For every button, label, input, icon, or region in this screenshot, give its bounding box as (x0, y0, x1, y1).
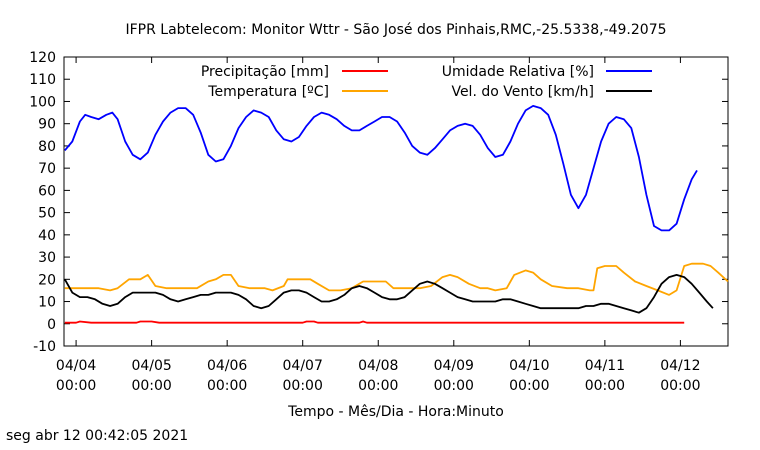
y-tick-label: 40 (38, 228, 56, 244)
x-tick-label: 00:00 (207, 378, 247, 394)
plot-area (63, 56, 729, 347)
y-tick-label: 30 (38, 250, 56, 266)
x-axis-label: Tempo - Mês/Dia - Hora:Minuto (287, 404, 504, 420)
y-tick-label: 50 (38, 206, 56, 222)
x-tick-label: 04/05 (131, 358, 171, 374)
x-tick-label: 00:00 (56, 378, 96, 394)
y-tick-label: 100 (29, 94, 56, 110)
x-tick-label: 00:00 (585, 378, 625, 394)
x-tick-label: 00:00 (358, 378, 398, 394)
y-tick-label: 0 (47, 317, 56, 333)
series-line-vel-do-vento-km-h (64, 274, 714, 314)
y-tick-label: 80 (38, 139, 56, 155)
x-tick-label: 04/12 (660, 358, 700, 374)
series-line-temperatura-c (64, 262, 729, 296)
y-tick-label: 70 (38, 161, 56, 177)
x-tick-label: 04/09 (434, 358, 474, 374)
series-lines (64, 105, 729, 324)
x-tick-label: 04/11 (585, 358, 625, 374)
y-tick-label: 60 (38, 183, 56, 199)
y-tick-label: 110 (29, 72, 56, 88)
legend-label: Precipitação [mm] (201, 64, 329, 80)
x-tick-label: 00:00 (509, 378, 549, 394)
y-tick-label: 20 (38, 272, 56, 288)
x-tick-label: 00:00 (131, 378, 171, 394)
chart-title: IFPR Labtelecom: Monitor Wttr - São José… (125, 22, 666, 38)
x-tick-label: 04/07 (283, 358, 323, 374)
y-tick-label: 120 (29, 50, 56, 66)
y-tick-label: -10 (33, 339, 56, 355)
plot-frame (63, 56, 729, 347)
y-tick-label: 10 (38, 295, 56, 311)
x-tick-label: 00:00 (283, 378, 323, 394)
legend-label: Umidade Relativa [%] (442, 64, 594, 80)
series-line-umidade-relativa (64, 105, 698, 232)
x-tick-label: 04/06 (207, 358, 247, 374)
x-tick-label: 04/04 (56, 358, 96, 374)
y-tick-label: 90 (38, 117, 56, 133)
y-axis: -10 0 10 20 30 40 50 60 70 80 90 100 110 120 (29, 50, 728, 355)
x-axis: 04/04 00:00 04/05 00:00 04/06 00:00 04/07 00:00… (56, 57, 701, 394)
series-line-precipita-o-mm (64, 320, 685, 324)
x-tick-label: 00:00 (660, 378, 700, 394)
legend-label: Vel. do Vento [km/h] (451, 84, 594, 100)
timestamp: seg abr 12 00:42:05 2021 (6, 428, 188, 444)
legend: Precipitação [mm] Temperatura [ºC] Umidade… (201, 64, 652, 100)
legend-label: Temperatura [ºC] (207, 84, 329, 100)
x-tick-label: 04/08 (358, 358, 398, 374)
x-tick-label: 00:00 (434, 378, 474, 394)
x-tick-label: 04/10 (509, 358, 549, 374)
